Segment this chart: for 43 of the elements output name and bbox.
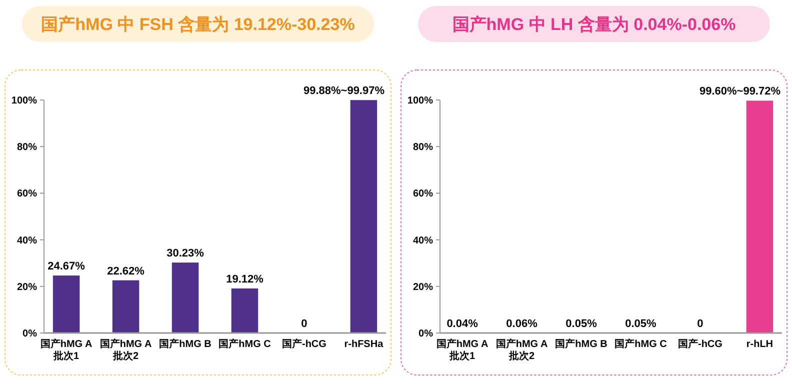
- data-label: 99.88%~99.97%: [303, 85, 385, 98]
- x-tick-label: 国产hMG A 批次2: [100, 338, 152, 362]
- y-tick-label: 60%: [412, 188, 434, 200]
- y-tick-label: 0%: [418, 328, 434, 340]
- x-tick-label: 国产-hCG: [678, 338, 723, 350]
- x-tick-label: 国产hMG A 批次1: [40, 338, 92, 362]
- x-tick-label: 国产hMG C: [614, 338, 667, 350]
- y-tick-label: 80%: [412, 142, 434, 154]
- data-label: 0: [301, 318, 308, 330]
- bar: [52, 276, 80, 333]
- bar: [231, 288, 258, 333]
- data-label: 22.62%: [107, 265, 145, 278]
- bar: [112, 280, 140, 333]
- x-tick-label: 国产hMG B: [159, 338, 212, 350]
- y-tick-label: 40%: [412, 235, 434, 246]
- bar: [172, 262, 199, 333]
- x-tick-label: 国产hMG C: [218, 338, 271, 350]
- data-label: 24.67%: [48, 260, 86, 273]
- data-label: 99.60%~99.72%: [699, 86, 781, 98]
- data-label: 0: [697, 318, 704, 330]
- data-label: 0.05%: [566, 318, 598, 330]
- x-tick-label: 国产hMG B: [555, 338, 608, 350]
- data-label: 0.05%: [625, 318, 657, 330]
- data-label: 19.12%: [226, 273, 264, 286]
- x-tick-label: 国产hMG A 批次2: [496, 338, 548, 362]
- y-tick-label: 0%: [22, 328, 38, 340]
- data-label: 0.04%: [446, 318, 478, 330]
- chart-title: 国产hMG 中 FSH 含量为 19.12%-30.23%: [41, 15, 355, 34]
- y-tick-label: 20%: [16, 282, 38, 293]
- y-tick-label: 20%: [412, 282, 434, 293]
- data-label: 30.23%: [166, 248, 204, 260]
- x-tick-label: r-hFSHa: [344, 339, 384, 350]
- y-tick-label: 60%: [16, 188, 38, 200]
- x-tick-label: 国产hMG A 批次1: [436, 338, 488, 362]
- y-tick-label: 40%: [16, 235, 38, 246]
- chart-title: 国产hMG 中 LH 含量为 0.04%-0.06%: [452, 15, 736, 34]
- data-label: 0.06%: [506, 318, 538, 330]
- bar: [350, 100, 378, 333]
- y-tick-label: 100%: [407, 96, 434, 106]
- x-tick-label: 国产-hCG: [282, 338, 327, 350]
- y-tick-label: 100%: [11, 96, 38, 106]
- y-tick-label: 80%: [16, 142, 38, 154]
- x-tick-label: r-hLH: [746, 339, 774, 350]
